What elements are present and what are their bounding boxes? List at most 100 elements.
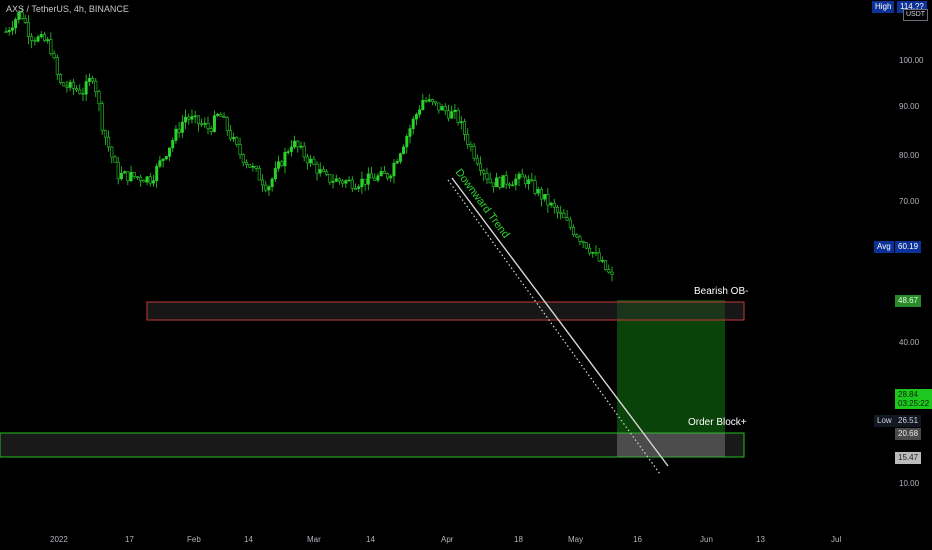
candle-body: [145, 176, 149, 183]
candle-body: [517, 173, 521, 180]
candle-body: [216, 113, 220, 116]
candle-body: [559, 211, 563, 214]
dotted-trend-channel[interactable]: [447, 179, 661, 475]
candle-body: [283, 152, 287, 167]
candle-body: [184, 116, 188, 123]
candle-body: [261, 179, 265, 186]
candle-body: [110, 146, 114, 158]
candle-body: [446, 110, 450, 119]
candle-body: [46, 39, 50, 42]
candle-body: [382, 171, 386, 174]
candle-body: [309, 158, 313, 164]
candle-body: [315, 163, 319, 174]
candle-body: [395, 161, 399, 164]
candle-body: [196, 115, 200, 125]
candle-body: [30, 36, 34, 41]
candle-body: [572, 226, 576, 235]
candle-body: [158, 160, 162, 167]
candle-body: [504, 175, 508, 185]
candle-body: [437, 102, 441, 111]
candle-body: [91, 78, 95, 82]
currency-button[interactable]: USDT: [903, 9, 929, 21]
last-price-tag: 28.84 03:25:22: [895, 389, 932, 409]
candle-body: [591, 252, 595, 254]
downward-trendline[interactable]: [451, 177, 669, 467]
candle-body: [344, 180, 348, 184]
candle-body: [379, 171, 383, 177]
candle-body: [549, 202, 553, 206]
candle-body: [225, 117, 229, 131]
candle-body: [68, 81, 72, 88]
candle-body: [302, 145, 306, 158]
price-tick: 80.00: [899, 151, 920, 160]
candle-body: [389, 175, 393, 179]
candle-body: [257, 168, 261, 181]
candle-body: [299, 145, 303, 148]
candle-body: [193, 115, 197, 118]
candle-body: [264, 184, 268, 191]
candle-body: [479, 163, 483, 171]
candle-body: [555, 206, 559, 213]
candle-body: [103, 129, 107, 138]
time-tick: Jul: [831, 535, 841, 544]
candle-body: [366, 173, 370, 185]
candle-body: [530, 179, 534, 182]
candle-body: [450, 111, 454, 119]
candle-body: [219, 113, 223, 117]
time-axis[interactable]: 2022 17 Feb 14 Mar 14 Apr 18 May 16 Jun …: [50, 535, 841, 544]
candle-body: [466, 134, 470, 145]
candle-body: [235, 137, 239, 145]
candle-body: [209, 128, 213, 132]
candle-body: [39, 34, 43, 38]
candle-body: [405, 135, 409, 148]
candle-body: [7, 30, 11, 33]
candle-body: [482, 170, 486, 174]
candle-body: [151, 180, 155, 184]
candle-body: [488, 178, 492, 184]
candle-body: [328, 173, 332, 183]
candle-body: [495, 177, 499, 188]
candle-body: [161, 158, 165, 161]
candle-body: [584, 242, 588, 249]
candle-body: [232, 137, 236, 140]
candle-body: [296, 140, 300, 148]
candle-body: [501, 175, 505, 188]
candle-body: [376, 175, 380, 181]
candle-body: [357, 186, 361, 189]
price-axis[interactable]: 100.00 90.00 80.00 70.00 40.00 10.00: [899, 56, 924, 488]
candle-body: [164, 156, 168, 160]
avg-label-tag: Avg: [874, 241, 894, 253]
candle-body: [277, 161, 281, 169]
candle-body: [459, 121, 463, 123]
candle-body: [75, 88, 79, 91]
candle-body: [10, 27, 14, 31]
candle-body: [148, 176, 152, 184]
candle-body: [267, 186, 271, 191]
bearish-ob-zone[interactable]: [146, 301, 745, 321]
price-tick: 40.00: [899, 338, 920, 347]
candle-body: [511, 184, 515, 187]
candle-body: [107, 136, 111, 148]
candle-body: [421, 99, 425, 111]
candle-body: [469, 144, 473, 147]
candle-body: [443, 106, 447, 112]
candle-body: [180, 121, 184, 133]
low-label-tag: Low: [874, 415, 895, 427]
time-tick: 2022: [50, 535, 68, 544]
target-zone[interactable]: [617, 300, 725, 433]
time-tick: 14: [244, 535, 253, 544]
candle-body: [562, 213, 566, 219]
order-block-zone[interactable]: [0, 432, 745, 458]
candle-body: [81, 93, 85, 95]
candle-body: [578, 236, 582, 242]
candle-body: [135, 176, 139, 178]
candle-body: [523, 176, 527, 185]
candle-body: [536, 189, 540, 194]
candle-body: [289, 146, 293, 152]
candle-body: [251, 165, 255, 168]
candle-body: [119, 172, 123, 180]
symbol-title[interactable]: AXS / TetherUS, 4h, BINANCE: [6, 4, 129, 14]
price-tick: 10.00: [899, 479, 920, 488]
candle-body: [334, 178, 338, 182]
